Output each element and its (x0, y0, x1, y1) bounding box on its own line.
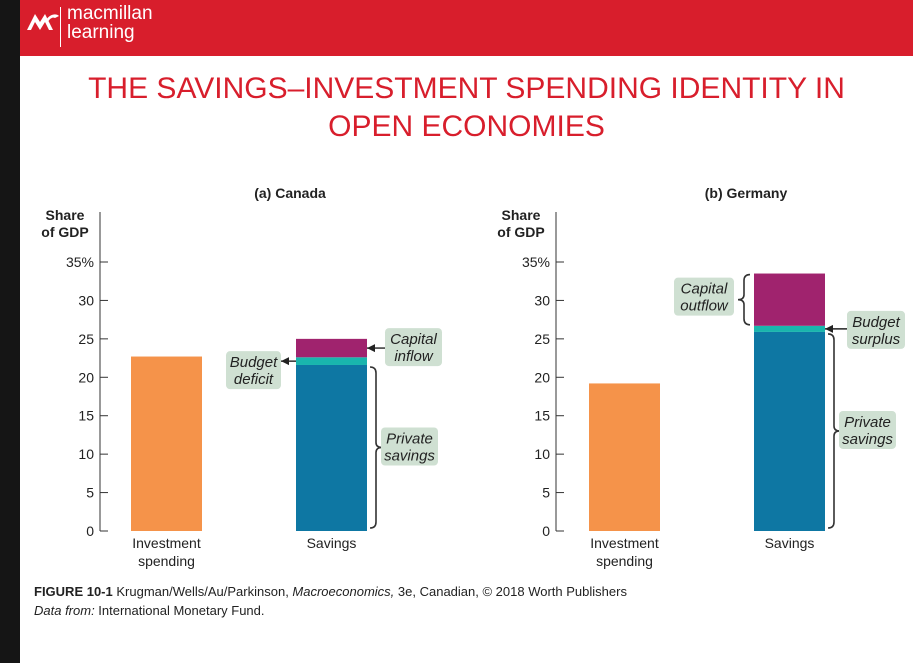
y-axis-label-line-1: Share (502, 207, 541, 223)
budget-callout-box (226, 351, 281, 390)
private-savings-callout-line-1: Private (386, 430, 433, 447)
x-category-label: Savings (765, 535, 815, 551)
budget-segment (296, 357, 367, 365)
chart-title: (b) Germany (705, 185, 788, 201)
capital-arrow-head (367, 344, 375, 353)
y-tick-label: 15 (534, 408, 550, 424)
capital-callout-line-1: Capital (681, 281, 728, 298)
y-tick-label: 5 (86, 485, 94, 501)
capital-callout-box (674, 277, 734, 316)
capital-callout-line-2: inflow (394, 348, 434, 365)
caption-source-line: Data from: International Monetary Fund. (34, 601, 627, 620)
brand-line-2: learning (67, 22, 135, 43)
budget-callout-box (847, 310, 905, 349)
private-savings-segment (296, 364, 367, 531)
y-tick-label: 10 (534, 446, 550, 462)
private-savings-callout-line-1: Private (844, 414, 891, 431)
capital-callout-line-1: Capital (390, 331, 437, 348)
x-category-label: spending (138, 553, 195, 569)
budget-callout-line-1: Budget (230, 354, 278, 371)
y-tick-label: 15 (78, 408, 94, 424)
budget-arrow-head (281, 357, 289, 366)
caption-source-label: Data from: (34, 603, 95, 618)
x-category-label: spending (596, 553, 653, 569)
y-tick-label: 30 (534, 292, 550, 308)
budget-callout-line-2: surplus (852, 331, 901, 348)
x-category-label: Investment (590, 535, 659, 551)
y-tick-label: 5 (542, 485, 550, 501)
y-tick-label: 0 (86, 523, 94, 539)
slide-title: THE SAVINGS–INVESTMENT SPENDING IDENTITY… (20, 70, 913, 146)
y-tick-label: 35% (66, 254, 94, 270)
figure-caption: FIGURE 10-1 Krugman/Wells/Au/Parkinson, … (34, 582, 627, 620)
private-savings-brace (369, 366, 383, 529)
y-axis-label-line-2: of GDP (41, 224, 88, 240)
y-tick-label: 35% (522, 254, 550, 270)
investment-bar (131, 356, 202, 531)
caption-credit-pre: Krugman/Wells/Au/Parkinson, (112, 584, 293, 599)
logo-separator (60, 7, 61, 47)
private-savings-callout-box (381, 427, 438, 466)
caption-credit-line: FIGURE 10-1 Krugman/Wells/Au/Parkinson, … (34, 582, 627, 601)
y-tick-label: 20 (78, 369, 94, 385)
budget-segment (754, 325, 825, 332)
slide-title-line-1: THE SAVINGS–INVESTMENT SPENDING IDENTITY… (88, 72, 845, 105)
budget-callout-line-2: deficit (234, 371, 274, 388)
y-tick-label: 0 (542, 523, 550, 539)
y-axis-label-line-2: of GDP (497, 224, 544, 240)
caption-credit-post: 3e, Canadian, © 2018 Worth Publishers (394, 584, 627, 599)
caption-source-text: International Monetary Fund. (94, 603, 265, 618)
chart-title: (a) Canada (254, 185, 326, 201)
budget-callout-line-1: Budget (852, 314, 900, 331)
capital-brace (737, 273, 751, 326)
slide-title-line-2: OPEN ECONOMIES (328, 110, 605, 143)
y-tick-label: 10 (78, 446, 94, 462)
capital-segment (296, 338, 367, 358)
brand-name: macmillan learning (67, 4, 153, 42)
figure-label: FIGURE 10-1 (34, 584, 113, 599)
budget-arrow-head (825, 324, 833, 333)
y-tick-label: 30 (78, 292, 94, 308)
left-dark-strip (0, 0, 20, 663)
capital-callout-line-2: outflow (680, 298, 729, 315)
private-savings-callout-line-2: savings (842, 431, 893, 448)
x-category-label: Savings (307, 535, 357, 551)
private-savings-brace (827, 333, 841, 529)
private-savings-callout-line-2: savings (384, 447, 435, 464)
x-category-label: Investment (132, 535, 201, 551)
macmillan-logo-icon (26, 8, 60, 39)
header-bar: macmillan learning (20, 0, 913, 56)
y-axis-label-line-1: Share (46, 207, 85, 223)
capital-segment (754, 273, 825, 326)
y-tick-label: 25 (534, 331, 550, 347)
y-tick-label: 25 (78, 331, 94, 347)
private-savings-callout-box (839, 410, 896, 449)
capital-callout-box (385, 328, 442, 367)
brand-line-1: macmillan (67, 3, 153, 24)
investment-bar (589, 383, 660, 531)
y-tick-label: 20 (534, 369, 550, 385)
caption-book-title: Macroeconomics, (292, 584, 395, 599)
private-savings-segment (754, 331, 825, 531)
